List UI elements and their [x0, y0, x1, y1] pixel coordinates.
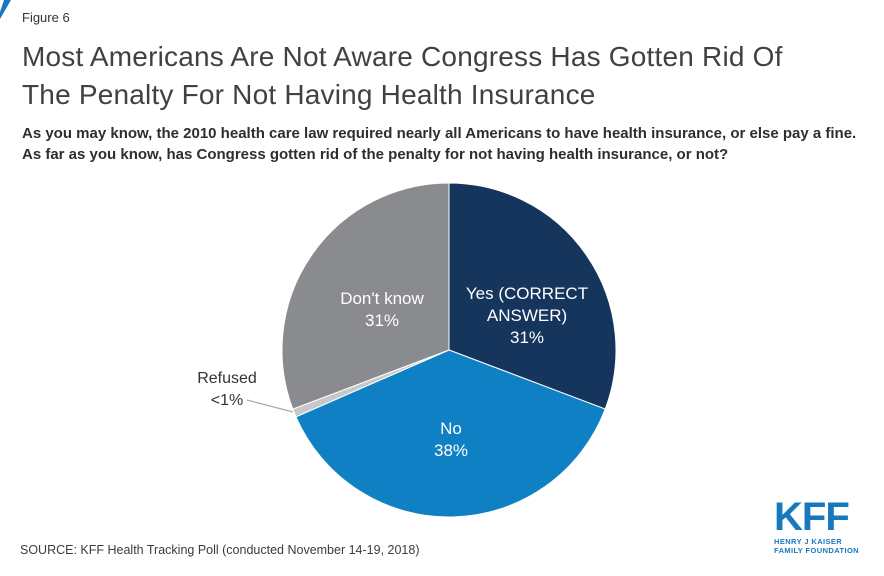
- pie-slice-don-t-know: [281, 182, 450, 410]
- survey-question-text: As you may know, the 2010 health care la…: [22, 125, 857, 163]
- pie-slice-yes-correct-answer: [448, 182, 617, 410]
- source-note: SOURCE: KFF Health Tracking Poll (conduc…: [20, 543, 420, 557]
- kff-logo-subline-1: HENRY J KAISER: [774, 537, 843, 546]
- kff-logo-wordmark: KFF: [774, 495, 850, 539]
- pie-label-yes-correct-answer: Yes (CORRECT ANSWER) 31%: [466, 284, 588, 347]
- kff-corner-accent-icon: [0, 0, 11, 19]
- kff-logo: KFF HENRY J KAISER FAMILY FOUNDATION: [774, 496, 864, 555]
- figure-label: Figure 6: [22, 10, 70, 25]
- pie-label-no: No 38%: [434, 419, 468, 460]
- pie-label-refused: Refused <1%: [197, 370, 257, 409]
- header: Figure 6 Most Americans Are Not Aware Co…: [0, 0, 884, 165]
- pie-chart-area: Yes (CORRECT ANSWER) 31% No 38% Refused <1% Don…: [0, 170, 884, 548]
- pie-chart-svg: Yes (CORRECT ANSWER) 31% No 38% Refused <1% Don…: [197, 182, 617, 518]
- pie-slice-no: [295, 349, 606, 518]
- pie-label-don-t-know: Don't know 31%: [340, 289, 424, 330]
- page-title: Most Americans Are Not Aware Congress Ha…: [22, 41, 783, 110]
- pie-leader-line-refused: [246, 399, 294, 413]
- kff-logo-subline-2: FAMILY FOUNDATION: [774, 545, 859, 555]
